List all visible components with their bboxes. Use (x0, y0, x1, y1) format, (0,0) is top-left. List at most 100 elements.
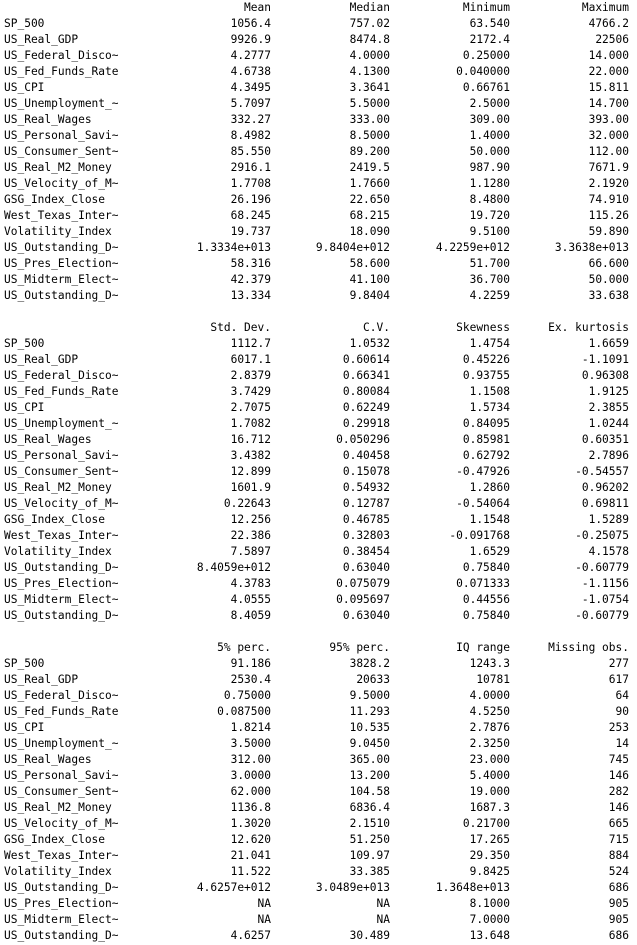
column-header: IQ range (456, 641, 510, 654)
table-row: US_Consumer_Sent~ 62.000 104.58 19.000 282 (0, 784, 637, 800)
table-row: US_Pres_Election~ 4.3783 0.075079 0.071333 -… (0, 576, 637, 592)
stat-value: 29.350 (469, 849, 510, 862)
column-header: Maximum (581, 1, 629, 14)
variable-name: US_Velocity_of_M~ (4, 497, 119, 510)
stat-value: 18.090 (349, 225, 390, 238)
stat-value: 19.000 (469, 785, 510, 798)
stat-value: 0.84095 (462, 417, 510, 430)
stat-value: 0.66761 (462, 81, 510, 94)
table-row: Volatility_Index 11.522 33.385 9.8425 524 (0, 864, 637, 880)
stat-value: NA (257, 897, 271, 910)
stat-value: 0.80084 (342, 385, 390, 398)
stat-value: 1056.4 (230, 17, 271, 30)
variable-name: GSG_Index_Close (4, 513, 106, 526)
stat-value: 42.379 (230, 273, 271, 286)
stat-value: 757.02 (349, 17, 390, 30)
stat-value: 36.700 (469, 273, 510, 286)
stat-value: 2.3250 (469, 737, 510, 750)
stat-value: 15.811 (588, 81, 629, 94)
stat-value: 1.7708 (230, 177, 271, 190)
variable-name: US_Velocity_of_M~ (4, 177, 119, 190)
stat-value: 20633 (356, 673, 390, 686)
stat-value: 4.3495 (230, 81, 271, 94)
stat-value: -0.60779 (575, 561, 629, 574)
stat-value: 0.85981 (462, 433, 510, 446)
table-row: US_Real_Wages 312.00 365.00 23.000 745 (0, 752, 637, 768)
stat-value: 90 (615, 705, 629, 718)
variable-name: US_Real_M2_Money (4, 161, 112, 174)
stat-value: 0.66341 (342, 369, 390, 382)
column-header: Missing obs. (548, 641, 629, 654)
stat-value: 2.7075 (230, 401, 271, 414)
stat-value: 312.00 (230, 753, 271, 766)
variable-name: US_Outstanding_D~ (4, 881, 119, 894)
variable-name: US_Personal_Savi~ (4, 769, 119, 782)
variable-name: US_Pres_Election~ (4, 577, 119, 590)
stat-value: 4.1300 (349, 65, 390, 78)
stat-value: 1.3020 (230, 817, 271, 830)
stat-value: 277 (608, 657, 629, 670)
stat-value: 1.2860 (469, 481, 510, 494)
stat-value: 8.4800 (469, 193, 510, 206)
table-row: US_Real_M2_Money 1136.8 6836.4 1687.3 146 (0, 800, 637, 816)
stat-value: 1.3648e+013 (435, 881, 510, 894)
variable-name: US_CPI (4, 81, 45, 94)
variable-name: US_Fed_Funds_Rate (4, 385, 119, 398)
stat-value: 12.899 (230, 465, 271, 478)
stat-value: 1.4000 (469, 129, 510, 142)
stat-value: 8.4059e+012 (196, 561, 271, 574)
stat-value: 0.45226 (462, 353, 510, 366)
stat-value: 8.1000 (469, 897, 510, 910)
stat-value: 665 (608, 817, 629, 830)
stats-block-dispersion: Std. Dev. C.V. Skewness Ex. kurtosis SP_500 1… (0, 320, 637, 624)
stat-value: 0.44556 (462, 593, 510, 606)
stat-value: 0.22643 (223, 497, 271, 510)
stat-value: 12.256 (230, 513, 271, 526)
table-row: US_Real_Wages 16.712 0.050296 0.85981 0.6035… (0, 432, 637, 448)
stat-value: 0.93755 (462, 369, 510, 382)
stat-value: 2.1920 (588, 177, 629, 190)
variable-name: US_Real_GDP (4, 353, 79, 366)
stat-value: 2.1510 (349, 817, 390, 830)
variable-name: US_Velocity_of_M~ (4, 817, 119, 830)
stat-value: -1.0754 (581, 593, 629, 606)
variable-name: US_Unemployment_~ (4, 737, 119, 750)
stat-value: 33.638 (588, 289, 629, 302)
table-row: US_CPI 4.3495 3.3641 0.66761 15.811 (0, 80, 637, 96)
variable-name: US_Personal_Savi~ (4, 129, 119, 142)
stat-value: 1112.7 (230, 337, 271, 350)
table-row: GSG_Index_Close 26.196 22.650 8.4800 74.910 (0, 192, 637, 208)
stat-value: 5.7097 (230, 97, 271, 110)
stat-value: 51.250 (349, 833, 390, 846)
stat-value: 41.100 (349, 273, 390, 286)
column-header: 95% perc. (329, 641, 390, 654)
stat-value: -0.54064 (456, 497, 510, 510)
table-row: US_Outstanding_D~ 4.6257 30.489 13.648 686 (0, 928, 637, 944)
stat-value: -0.60779 (575, 609, 629, 622)
stat-value: 4.0555 (230, 593, 271, 606)
stat-value: 0.15078 (342, 465, 390, 478)
stat-value: 4.6738 (230, 65, 271, 78)
stat-value: 0.095697 (336, 593, 390, 606)
stat-value: 2.3855 (588, 401, 629, 414)
stat-value: -0.091768 (449, 529, 510, 542)
stat-value: 3.7429 (230, 385, 271, 398)
stat-value: 3828.2 (349, 657, 390, 670)
stat-value: 63.540 (469, 17, 510, 30)
stat-value: 3.4382 (230, 449, 271, 462)
variable-name: US_Midterm_Elect~ (4, 593, 119, 606)
stat-value: 58.600 (349, 257, 390, 270)
stat-value: 1.5734 (469, 401, 510, 414)
table-row: US_Real_GDP 9926.9 8474.8 2172.4 22506 (0, 32, 637, 48)
stat-value: 2172.4 (469, 33, 510, 46)
stat-value: 0.29918 (342, 417, 390, 430)
stat-value: 3.3641 (349, 81, 390, 94)
stat-value: 332.27 (230, 113, 271, 126)
stat-value: 0.38454 (342, 545, 390, 558)
stat-value: NA (257, 913, 271, 926)
stats-block-percentiles: 5% perc. 95% perc. IQ range Missing obs. SP_… (0, 640, 637, 944)
table-row: US_Pres_Election~ NA NA 8.1000 905 (0, 896, 637, 912)
variable-name: US_Unemployment_~ (4, 97, 119, 110)
stat-value: 30.489 (349, 929, 390, 942)
